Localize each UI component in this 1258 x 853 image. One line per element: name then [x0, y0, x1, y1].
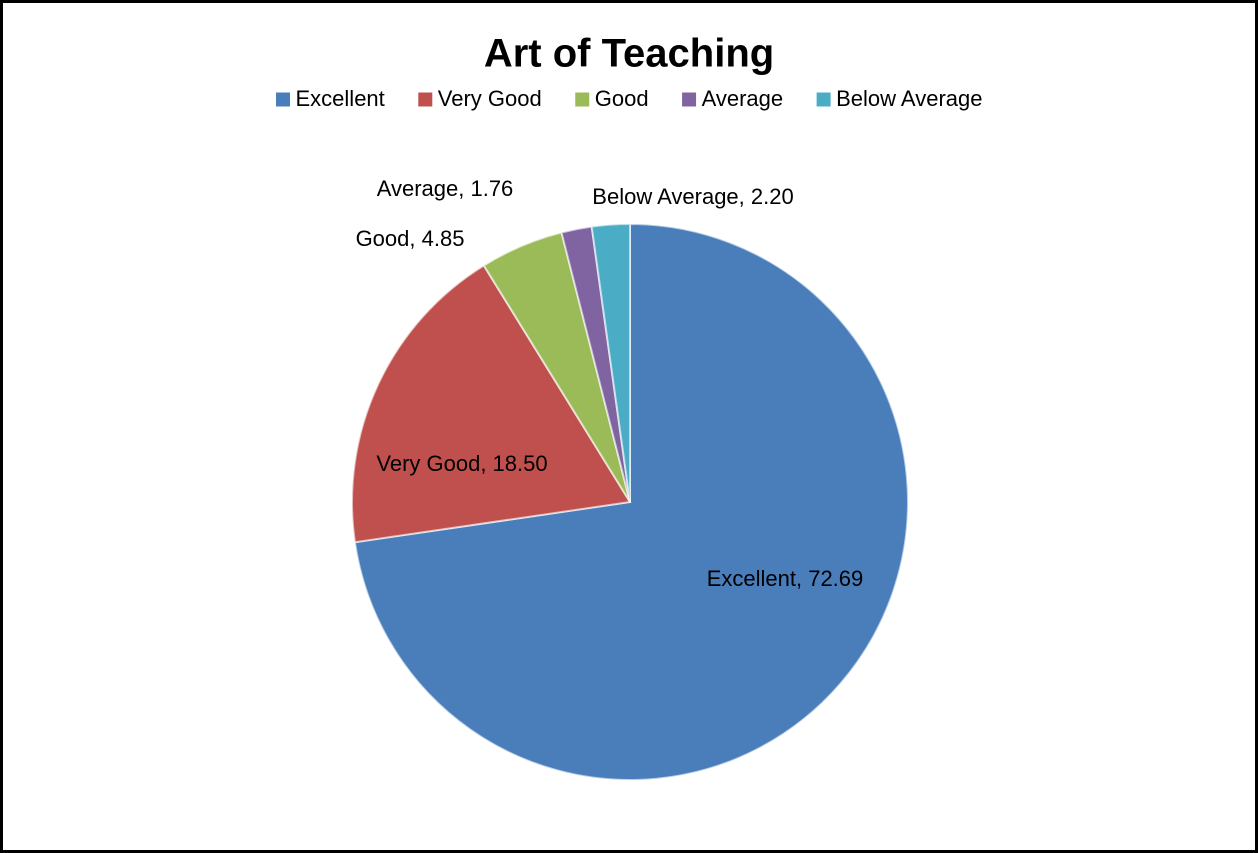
legend-swatch [275, 91, 292, 108]
legend-label: Excellent [296, 86, 385, 111]
data-label: Average, 1.76 [377, 176, 514, 201]
legend-label: Average [702, 86, 784, 111]
data-label: Good, 4.85 [356, 226, 465, 251]
legend-label: Very Good [438, 86, 542, 111]
data-label: Excellent, 72.69 [707, 566, 864, 591]
pie-slice [353, 222, 909, 781]
pie-slice [351, 264, 632, 544]
legend: Excellent Very Good Good Average Below Avera… [275, 86, 982, 111]
data-label: Below Average, 2.20 [592, 184, 793, 209]
legend-swatch [681, 91, 698, 108]
legend-swatch [574, 91, 591, 108]
legend-swatch [417, 91, 434, 108]
chart-title: Art of Teaching [484, 32, 774, 76]
legend-label: Below Average [836, 86, 982, 111]
pie-slice [590, 222, 631, 503]
data-label: Very Good, 18.50 [376, 451, 547, 476]
legend-swatch [815, 91, 832, 108]
legend-label: Good [595, 86, 649, 111]
